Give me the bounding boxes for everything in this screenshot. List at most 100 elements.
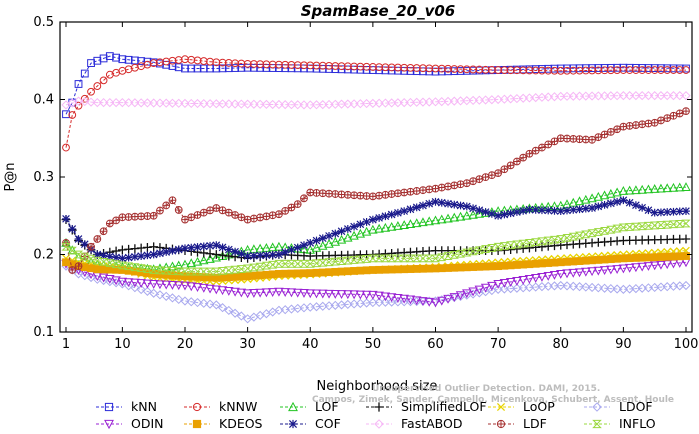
data-point [361,98,372,109]
data-point [180,281,190,291]
data-point [324,289,334,299]
data-point [668,91,679,101]
data-point [167,293,178,303]
data-point [368,98,378,108]
data-point [419,201,427,210]
data-point-cross [381,191,389,199]
data-point [118,55,127,64]
data-point [455,211,466,221]
data-point [180,296,190,306]
data-point [237,249,246,258]
data-point-cross [369,192,377,200]
data-point [681,280,691,291]
series-inflo [61,219,691,276]
data-point [104,419,114,430]
data-point [224,266,234,275]
data-point-cross [319,189,327,197]
legend-item-cof: COF [280,416,341,431]
data-point-cross [457,180,464,188]
data-point [475,65,484,74]
data-point [474,208,485,218]
data-point [512,277,522,286]
data-point [92,274,102,284]
data-point [93,56,102,65]
data-point [656,260,666,270]
data-point [73,252,84,262]
data-point [512,93,522,104]
data-point [649,184,660,193]
data-point [518,276,528,285]
data-point [311,242,322,252]
data-point-cross [244,216,252,224]
data-point [581,91,591,101]
data-point [455,291,466,301]
data-point [393,98,403,108]
data-point [318,234,327,243]
data-point [519,66,528,75]
data-point [80,240,89,249]
data-point [650,208,659,217]
data-point [80,271,90,281]
data-point [87,59,95,67]
data-point [149,98,159,108]
data-point [456,201,465,210]
data-point [268,60,277,69]
data-point [374,402,384,412]
data-point [299,259,309,268]
data-point [374,98,384,108]
data-point [330,99,340,109]
legend-item-inflo: INFLO [584,416,656,431]
data-point [563,206,571,215]
data-point [211,250,221,259]
series-ldf [62,107,690,274]
y-tick-label: 0.4 [33,93,54,108]
data-point [380,98,391,108]
data-point-cross [256,214,264,221]
data-point-cross [175,206,183,214]
data-point [544,206,553,215]
data-point [657,208,665,217]
data-point [305,289,315,299]
legend-label: KDEOS [219,416,263,431]
data-point [480,283,491,293]
data-point [156,249,164,258]
data-point [612,284,622,294]
data-point [468,209,478,219]
data-point-cross [513,158,521,165]
data-point [368,290,378,300]
data-point [149,288,159,298]
data-point [336,99,347,109]
data-point [412,97,422,107]
data-point [412,254,422,263]
data-point [130,278,140,288]
data-point [293,61,302,69]
data-point [211,300,221,310]
data-point [643,184,654,194]
data-point [631,91,641,101]
data-point [187,64,196,73]
data-point [130,263,140,272]
data-point [480,245,491,253]
data-point [167,280,178,290]
data-point [487,244,497,252]
data-point [518,93,528,103]
data-point-cross [544,141,552,148]
data-point [538,66,546,75]
data-point [356,220,365,229]
data-point [280,288,290,297]
data-point [400,207,409,215]
data-point [218,250,227,260]
data-point [111,97,121,108]
data-point [513,208,521,216]
data-point [411,218,422,228]
data-point [381,212,390,221]
data-point [513,66,521,75]
data-point [512,240,522,249]
data-point [137,252,146,260]
data-point [405,297,416,307]
data-point-cross [657,117,665,124]
data-point [424,97,434,107]
data-point [462,96,472,106]
series-odin [61,258,691,308]
data-point [581,282,591,292]
